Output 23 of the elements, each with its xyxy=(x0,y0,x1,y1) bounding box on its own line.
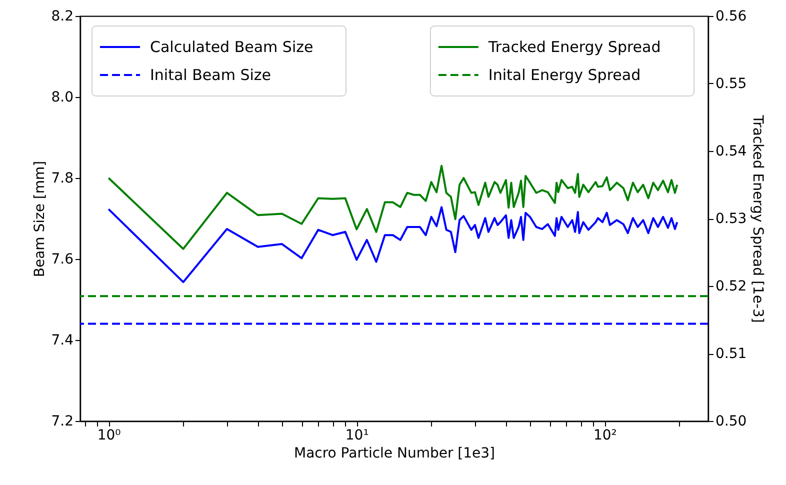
y-axis-title: Beam Size [mm] xyxy=(32,160,48,278)
x-tick-label: 10¹ xyxy=(345,428,369,444)
y2-tick-label: 0.52 xyxy=(716,278,747,294)
legend-label: Inital Energy Spread xyxy=(488,66,641,84)
y2-tick-label: 0.55 xyxy=(716,76,747,92)
y-tick-label: 8.2 xyxy=(51,8,74,24)
y-tick-label: 7.8 xyxy=(51,170,74,186)
x-axis-title: Macro Particle Number [1e3] xyxy=(294,446,496,462)
y-tick-label: 7.4 xyxy=(51,332,74,348)
x-tick-label: 10² xyxy=(593,428,617,444)
y-tick-label: 7.2 xyxy=(51,414,74,430)
x-tick-label: 10⁰ xyxy=(97,428,122,444)
y2-tick-label: 0.50 xyxy=(716,414,747,430)
legend-label: Inital Beam Size xyxy=(150,66,271,84)
legend-label: Tracked Energy Spread xyxy=(487,38,661,56)
y2-tick-label: 0.56 xyxy=(716,8,747,24)
y-tick-label: 8.0 xyxy=(51,90,74,106)
y2-tick-label: 0.54 xyxy=(716,144,747,160)
y-tick-label: 7.6 xyxy=(51,252,74,268)
y2-tick-label: 0.53 xyxy=(716,211,747,227)
y2-tick-label: 0.51 xyxy=(716,346,747,362)
legend-label: Calculated Beam Size xyxy=(150,38,314,56)
y2-axis-title: Tracked Energy Spread [1e-3] xyxy=(750,114,766,323)
